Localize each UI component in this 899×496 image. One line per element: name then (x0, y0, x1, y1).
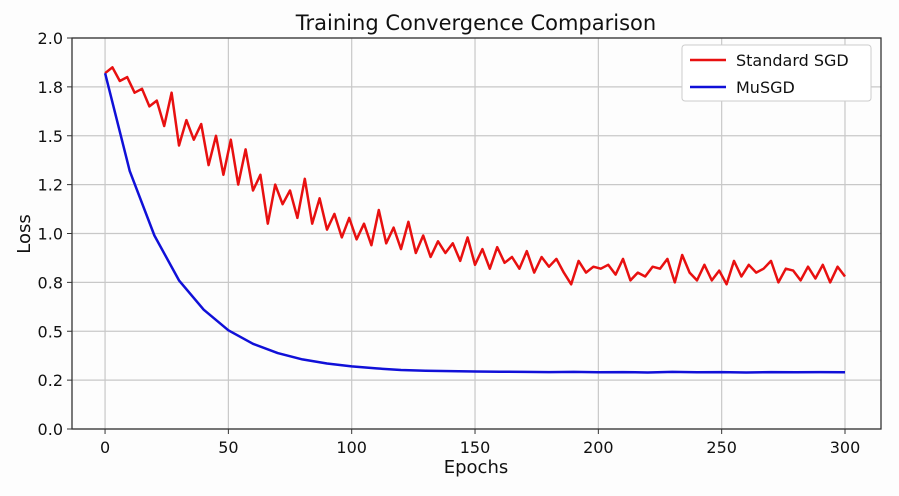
y-tick-label: 0.0 (38, 420, 63, 439)
x-tick-label: 150 (460, 438, 491, 457)
y-tick-label: 1.0 (38, 225, 63, 244)
series-line-standard-sgd (104, 66, 846, 286)
x-tick-label: 0 (100, 438, 110, 457)
series-line-musgd (103, 72, 846, 374)
x-tick-label: 50 (218, 438, 238, 457)
legend-label-musgd: MuSGD (736, 78, 795, 97)
x-tick-label: 250 (706, 438, 737, 457)
legend-label-standard-sgd: Standard SGD (736, 51, 849, 70)
grid (72, 37, 881, 430)
y-tick-label: 1.5 (38, 127, 63, 146)
y-tick-label: 0.8 (38, 273, 63, 292)
x-tick-label: 100 (336, 438, 367, 457)
y-tick-label: 0.5 (38, 322, 63, 341)
y-tick-label: 0.2 (38, 371, 63, 390)
x-tick-label: 200 (583, 438, 614, 457)
ticks: 0 50 100 150 200 250 300 0.0 0.2 0.5 0.8 1.0 1.2 1.5 1… (38, 29, 861, 457)
y-tick-label: 2.0 (38, 29, 63, 48)
legend-box (681, 44, 872, 102)
chart-title: Training Convergence Comparison (295, 11, 656, 35)
y-tick-label: 1.2 (38, 176, 63, 195)
legend: Standard SGD MuSGD (681, 44, 872, 102)
x-axis-label: Epochs (444, 457, 509, 478)
y-axis-label: Loss (14, 214, 35, 253)
series-lines (103, 66, 846, 374)
x-tick-label: 300 (830, 438, 861, 457)
y-tick-label: 1.8 (38, 78, 63, 97)
